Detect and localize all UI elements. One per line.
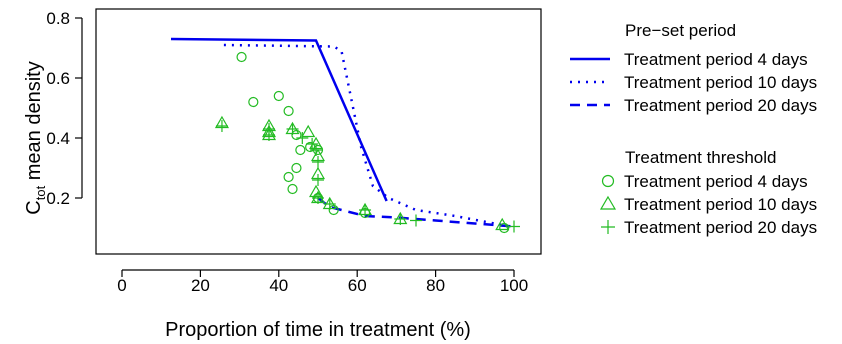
scatter-point-plus xyxy=(508,220,520,233)
x-tick-label: 60 xyxy=(348,276,367,295)
scatter-point-plus xyxy=(286,123,299,135)
x-tick-label: 0 xyxy=(117,276,126,295)
scatter-point-circle xyxy=(295,144,306,156)
x-tick-label: 40 xyxy=(269,276,288,295)
scatter-point-plus xyxy=(215,120,228,132)
scatter-point-plus xyxy=(310,144,323,156)
scatter-point-plus xyxy=(410,214,422,227)
scatter-point-circle xyxy=(283,171,294,183)
scatter-point-plus xyxy=(263,129,275,141)
scatter-point-circle xyxy=(236,51,247,63)
legend-label-line-10-days: Treatment period 10 days xyxy=(624,73,817,92)
series-line-solid xyxy=(170,37,388,202)
y-tick-label: 0.6 xyxy=(46,69,70,88)
plot-area: 0 20 40 60 80 100 0.2 0.4 0.6 0.8 xyxy=(46,8,542,295)
y-tick-label: 0.2 xyxy=(46,189,70,208)
scatter-point-circle xyxy=(283,105,294,117)
series-line-dashed xyxy=(317,197,515,228)
scatter-point-plus xyxy=(323,198,336,210)
legend-title-threshold: Treatment threshold xyxy=(625,148,777,167)
scatter-point-triangle xyxy=(495,217,510,231)
scatter-point-plus xyxy=(312,156,324,168)
legend-marker-triangle xyxy=(599,195,617,210)
x-axis-label: Proportion of time in treatment (%) xyxy=(165,319,471,341)
series-line-dotted xyxy=(223,43,503,227)
scatter-point-plus xyxy=(359,204,372,216)
legend-marker-plus xyxy=(601,220,615,234)
scatter-point-plus xyxy=(296,132,309,144)
legend-label-scatter-20-days: Treatment period 20 days xyxy=(624,218,817,237)
legend: Pre−set period Treatment period 4 days T… xyxy=(570,21,817,237)
y-tick-label: 0.4 xyxy=(46,129,70,148)
legend-label-line-4-days: Treatment period 4 days xyxy=(624,50,808,69)
x-tick-label: 100 xyxy=(500,276,528,295)
scatter-point-circle xyxy=(248,96,259,108)
legend-label-line-20-days: Treatment period 20 days xyxy=(624,96,817,115)
plot-frame xyxy=(95,8,542,255)
scatter-point-circle xyxy=(291,162,302,174)
scatter-point-plus xyxy=(312,174,324,186)
legend-marker-circle xyxy=(601,174,615,188)
x-tick-label: 80 xyxy=(426,276,445,295)
scatter-point-circle xyxy=(287,183,298,195)
legend-title-preset: Pre−set period xyxy=(625,21,736,40)
scatter-point-plus xyxy=(394,213,407,225)
scatter-point-circle xyxy=(273,90,284,102)
scatter-point-plus xyxy=(312,192,324,204)
x-tick-label: 20 xyxy=(191,276,210,295)
legend-label-scatter-10-days: Treatment period 10 days xyxy=(624,195,817,214)
y-tick-label: 0.8 xyxy=(46,9,70,28)
legend-label-scatter-4-days: Treatment period 4 days xyxy=(624,172,808,191)
scatter-point-triangle xyxy=(301,124,316,138)
y-axis-label: Ctot mean density xyxy=(23,61,48,214)
